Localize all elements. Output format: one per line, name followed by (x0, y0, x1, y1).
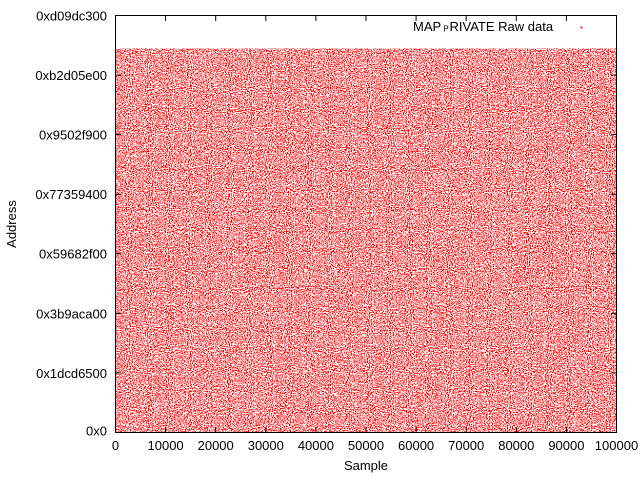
svg-text:0x0: 0x0 (86, 423, 107, 438)
svg-text:0x9502f900: 0x9502f900 (39, 128, 107, 143)
svg-text:0x1dcd6500: 0x1dcd6500 (36, 366, 107, 381)
svg-text:Address: Address (4, 200, 19, 248)
svg-text:10000: 10000 (148, 438, 184, 453)
svg-text:50000: 50000 (348, 438, 384, 453)
svg-text:30000: 30000 (248, 438, 284, 453)
svg-text:60000: 60000 (398, 438, 434, 453)
svg-text:90000: 90000 (548, 438, 584, 453)
svg-text:40000: 40000 (298, 438, 334, 453)
svg-text:70000: 70000 (448, 438, 484, 453)
svg-text:100000: 100000 (595, 438, 638, 453)
svg-text:Sample: Sample (344, 458, 388, 473)
svg-text:0x3b9aca00: 0x3b9aca00 (36, 306, 107, 321)
svg-text:0x59682f00: 0x59682f00 (39, 247, 107, 262)
svg-text:0xb2d05e00: 0xb2d05e00 (35, 68, 107, 83)
svg-text:0: 0 (112, 438, 119, 453)
svg-text:0xd09dc300: 0xd09dc300 (36, 8, 107, 23)
svg-text:0x77359400: 0x77359400 (35, 187, 107, 202)
svg-text:80000: 80000 (498, 438, 534, 453)
svg-text:20000: 20000 (198, 438, 234, 453)
